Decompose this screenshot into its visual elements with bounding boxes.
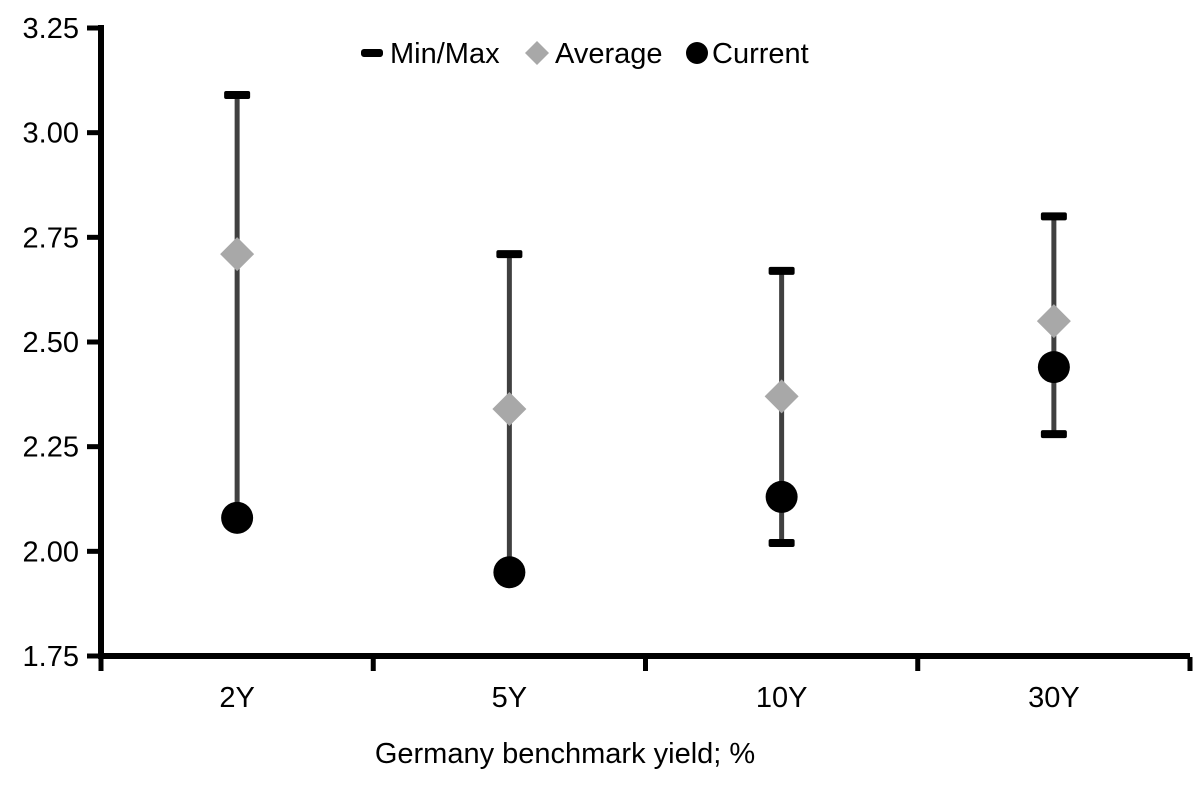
plot-area: 3.25 3.00 2.75 2.50 2.25 2.00 1.75 2Y 5Y 10Y 30Y — [23, 13, 1193, 714]
average-marker — [764, 379, 799, 414]
y-tick-label: 3.00 — [23, 118, 79, 150]
legend-item-current: Current — [686, 38, 809, 70]
y-tick-label: 2.50 — [23, 327, 79, 359]
x-category-label: 30Y — [1028, 682, 1080, 714]
legend-item-average: Average — [525, 38, 663, 70]
legend-current-label: Current — [712, 38, 809, 70]
legend: Min/Max Average Current — [361, 38, 809, 70]
legend-minmax-label: Min/Max — [390, 38, 500, 70]
minmax-dash-icon — [361, 49, 383, 57]
y-tick-label: 3.25 — [23, 13, 79, 45]
min-cap-marker — [1040, 430, 1067, 439]
max-cap-marker — [768, 266, 795, 275]
current-marker — [221, 501, 254, 534]
y-tick-label: 2.00 — [23, 536, 79, 568]
x-axis-title: Germany benchmark yield; % — [375, 738, 755, 770]
x-category-label: 2Y — [219, 682, 254, 714]
current-marker — [493, 556, 526, 589]
current-marker — [1037, 351, 1070, 384]
max-cap-marker — [1040, 212, 1067, 221]
y-tick-label: 1.75 — [23, 641, 79, 673]
current-marker — [765, 480, 798, 513]
average-diamond-icon — [525, 41, 549, 65]
y-tick-label: 2.75 — [23, 222, 79, 254]
x-category-label: 5Y — [492, 682, 527, 714]
current-circle-icon — [686, 42, 708, 64]
average-marker — [220, 237, 255, 272]
average-marker — [492, 391, 527, 426]
max-cap-marker — [496, 250, 523, 259]
average-marker — [1036, 304, 1071, 339]
legend-average-label: Average — [555, 38, 663, 70]
x-category-label: 10Y — [756, 682, 808, 714]
min-cap-marker — [768, 538, 795, 547]
max-cap-marker — [224, 90, 251, 99]
legend-item-minmax: Min/Max — [361, 38, 500, 70]
y-tick-label: 2.25 — [23, 432, 79, 464]
